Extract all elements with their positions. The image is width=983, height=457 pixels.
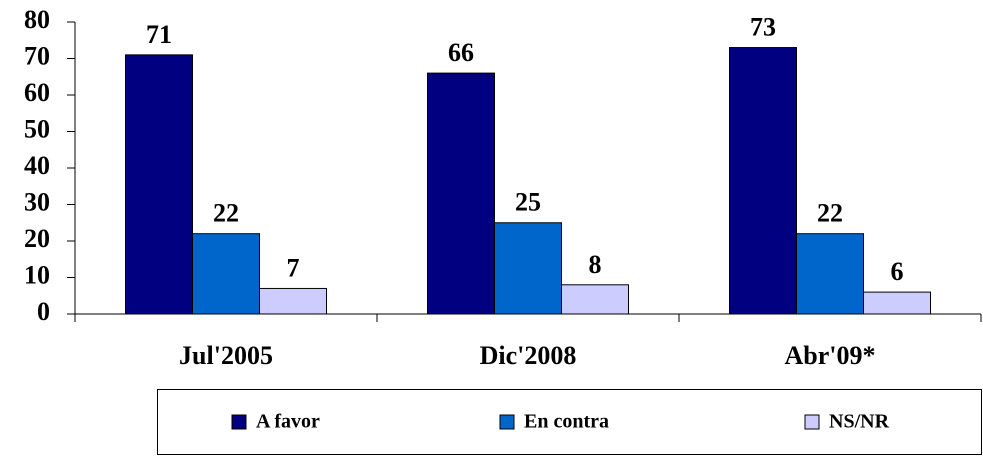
data-label: 71 bbox=[146, 20, 172, 49]
legend-label: En contra bbox=[524, 411, 609, 433]
legend-box bbox=[157, 389, 982, 455]
data-label: 22 bbox=[817, 199, 843, 228]
legend-swatch bbox=[231, 414, 247, 430]
bar bbox=[863, 291, 931, 315]
x-tick-label: Jul'2005 bbox=[179, 341, 273, 370]
data-label: 73 bbox=[750, 13, 776, 42]
data-label: 6 bbox=[891, 257, 904, 286]
legend-label: NS/NR bbox=[829, 411, 890, 433]
data-label: 7 bbox=[287, 253, 300, 282]
y-tick-label: 20 bbox=[24, 224, 50, 253]
bar bbox=[729, 47, 797, 315]
y-tick-label: 30 bbox=[24, 187, 50, 216]
y-tick-label: 40 bbox=[24, 151, 50, 180]
bar bbox=[125, 54, 193, 315]
bar bbox=[427, 72, 495, 315]
data-label: 22 bbox=[213, 199, 239, 228]
legend-swatch bbox=[499, 414, 515, 430]
y-tick-label: 50 bbox=[24, 114, 50, 143]
data-label: 25 bbox=[515, 188, 541, 217]
y-tick-label: 70 bbox=[24, 41, 50, 70]
data-label: 66 bbox=[448, 38, 474, 67]
bar bbox=[192, 233, 260, 315]
bar bbox=[561, 284, 629, 315]
data-label: 8 bbox=[589, 250, 602, 279]
legend-label: A favor bbox=[256, 411, 320, 433]
y-tick-label: 60 bbox=[24, 78, 50, 107]
bar bbox=[796, 233, 864, 315]
x-tick-label: Dic'2008 bbox=[480, 341, 577, 370]
y-tick-label: 0 bbox=[37, 297, 50, 326]
y-tick-label: 10 bbox=[24, 260, 50, 289]
bar bbox=[494, 222, 562, 315]
y-tick-label: 80 bbox=[24, 5, 50, 34]
bar bbox=[259, 287, 327, 315]
x-tick-label: Abr'09* bbox=[785, 341, 876, 370]
legend-swatch bbox=[804, 414, 820, 430]
